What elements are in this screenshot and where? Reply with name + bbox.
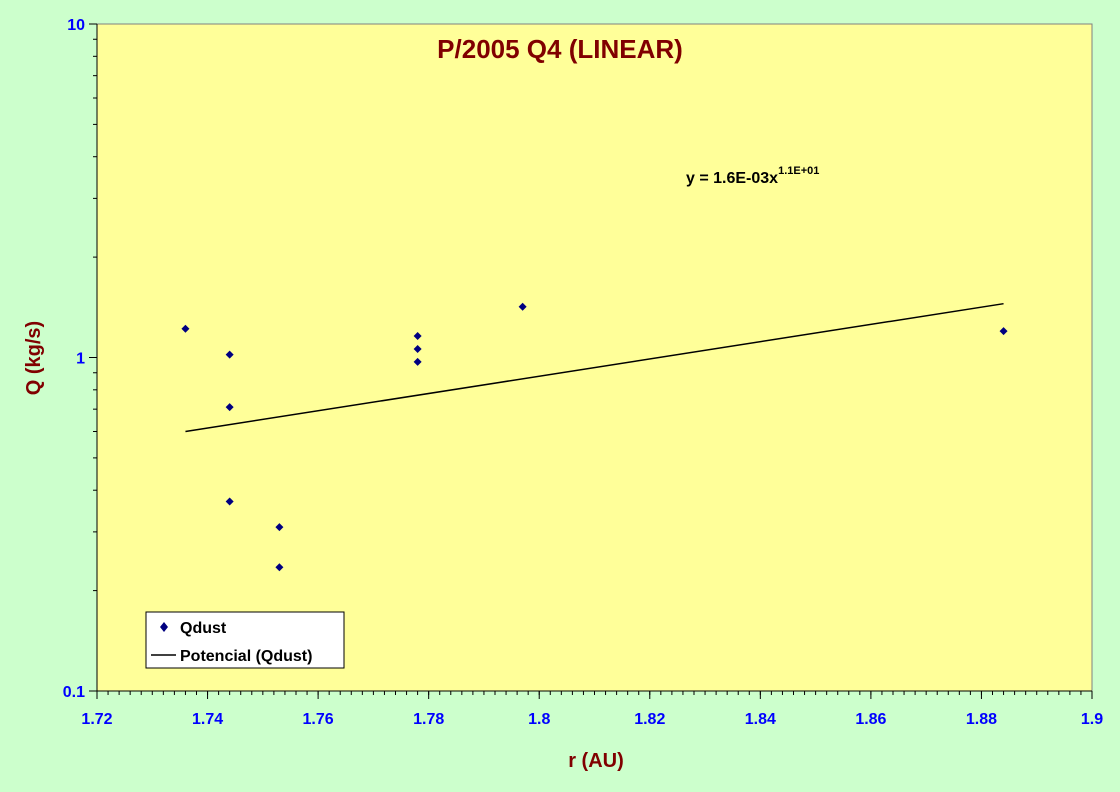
y-tick-label: 1 xyxy=(76,351,85,368)
data-point xyxy=(225,497,234,506)
data-point xyxy=(225,403,234,412)
data-point xyxy=(413,332,422,341)
plot-area xyxy=(96,23,1093,692)
data-point xyxy=(181,324,190,333)
series-layer xyxy=(181,302,1008,572)
legend-box xyxy=(145,611,345,669)
data-point xyxy=(413,357,422,366)
x-tick-label: 1.86 xyxy=(855,711,886,728)
x-tick-label: 1.76 xyxy=(303,711,334,728)
data-point xyxy=(999,327,1008,336)
legend: Qdust Potencial (Qdust) xyxy=(145,611,345,669)
data-point xyxy=(413,345,422,354)
x-tick-label: 1.72 xyxy=(81,711,112,728)
y-tick-label: 0.1 xyxy=(63,684,85,701)
legend-label-trendline: Potencial (Qdust) xyxy=(180,648,312,665)
y-minor-ticks xyxy=(93,38,97,592)
data-point xyxy=(518,302,527,311)
y-axis-title: Q (kg/s) xyxy=(23,321,45,395)
y-tick-label: 10 xyxy=(67,17,85,34)
equation-base: y = 1.6E-03x xyxy=(686,170,778,187)
x-tick-label: 1.74 xyxy=(192,711,223,728)
x-tick-label: 1.88 xyxy=(966,711,997,728)
data-point xyxy=(275,523,284,532)
x-tick-label: 1.8 xyxy=(528,711,550,728)
chart-title: P/2005 Q4 (LINEAR) xyxy=(437,34,683,64)
trendline xyxy=(185,302,1004,433)
x-tick-label: 1.78 xyxy=(413,711,444,728)
data-point xyxy=(225,350,234,359)
x-ticks: 1.72 1.74 1.76 1.78 1.8 1.82 1.84 1.86 1.88 1.9 xyxy=(81,691,1103,728)
x-tick-label: 1.9 xyxy=(1081,711,1103,728)
equation-exponent: 1.1E+01 xyxy=(778,165,819,177)
x-minor-ticks xyxy=(96,691,1093,695)
y-ticks: 0.1 1 10 xyxy=(63,17,97,701)
x-tick-label: 1.84 xyxy=(745,711,776,728)
legend-label-qdust: Qdust xyxy=(180,620,227,637)
x-axis-title: r (AU) xyxy=(568,750,624,772)
legend-marker-qdust xyxy=(160,622,168,632)
trendline-equation: y = 1.6E-03x1.1E+01 xyxy=(686,165,819,187)
x-tick-label: 1.82 xyxy=(634,711,665,728)
data-point xyxy=(275,563,284,572)
